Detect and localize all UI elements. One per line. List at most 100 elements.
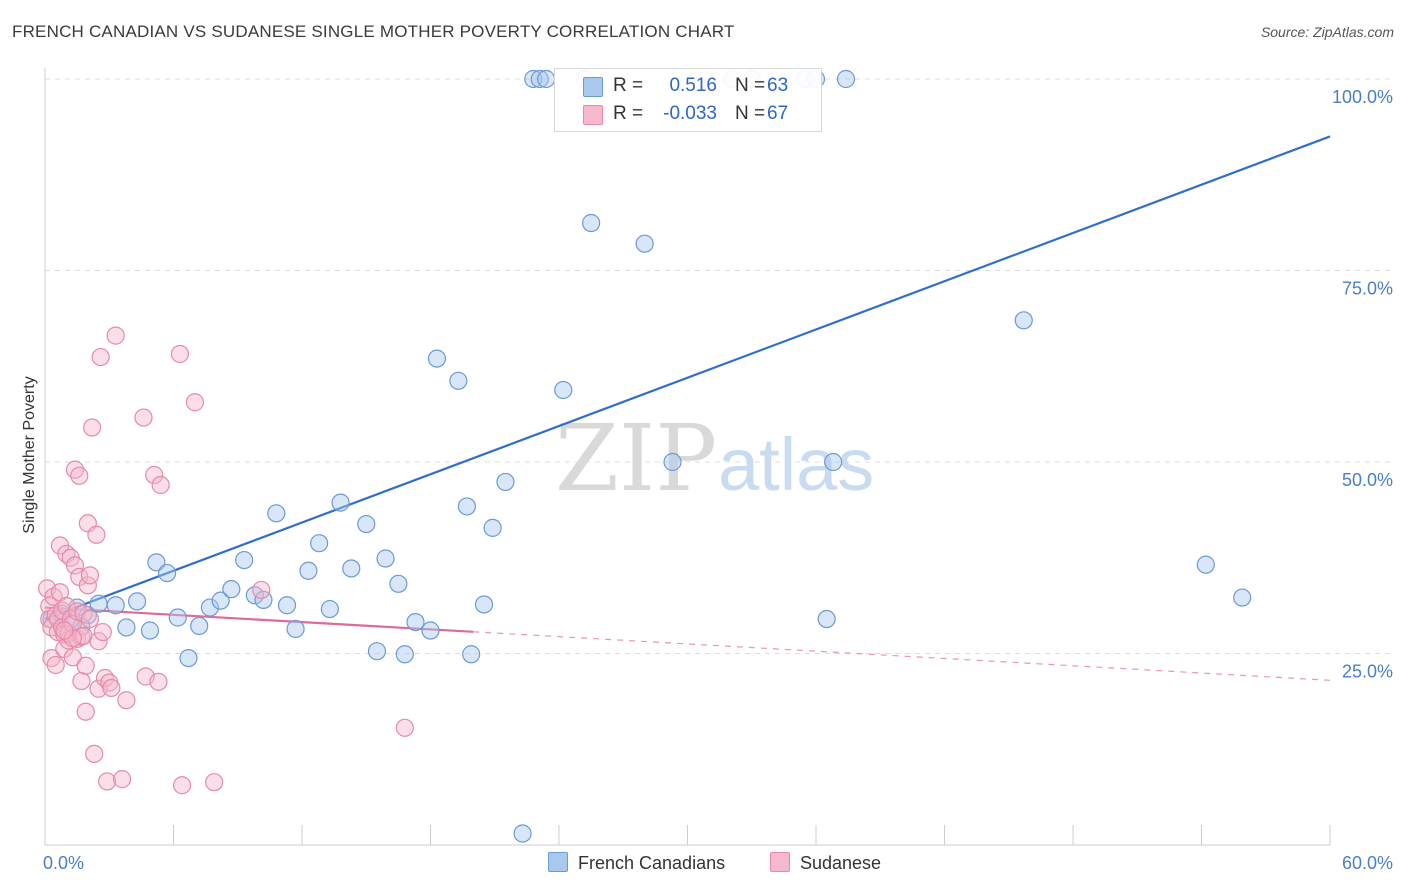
data-point-pink [185, 393, 205, 412]
data-point-blue [357, 514, 376, 534]
data-point-blue [147, 553, 166, 572]
data-point-pink [172, 776, 192, 795]
data-point-pink [44, 587, 63, 606]
data-point-blue [462, 645, 481, 664]
data-point-pink [106, 326, 125, 345]
data-point-blue [117, 618, 136, 637]
legend-n-value: 67 [767, 103, 789, 124]
data-point-blue [1233, 588, 1252, 607]
data-point-blue [127, 592, 147, 611]
data-point-blue [395, 645, 414, 664]
watermark: ZIP atlas [555, 405, 874, 512]
bottom-legend-label: Sudanese [800, 853, 882, 873]
data-point-pink [93, 622, 112, 642]
data-point-blue [554, 380, 573, 400]
y-tick-label: 50.0% [1342, 470, 1393, 490]
data-point-blue [1196, 555, 1215, 574]
legend-swatch-blue [583, 77, 603, 97]
data-point-blue [513, 824, 532, 843]
data-point-blue [824, 452, 843, 472]
data-point-pink [102, 678, 121, 698]
data-point-blue [457, 497, 477, 516]
y-tick-label: 75.0% [1342, 279, 1393, 299]
bottom-legend-sudanese: Sudanese [770, 852, 881, 874]
data-point-blue [190, 616, 209, 636]
data-point-pink [55, 621, 74, 640]
data-point-pink [76, 702, 95, 721]
data-point-pink [87, 525, 106, 544]
data-point-blue [389, 574, 408, 593]
data-point-pink [80, 566, 100, 585]
data-point-pink [83, 418, 102, 437]
data-point-blue [310, 534, 329, 553]
data-point-blue [663, 452, 682, 472]
data-point-blue [286, 619, 305, 639]
data-point-pink [91, 347, 110, 367]
y-tick-label: 100.0% [1332, 87, 1393, 107]
y-tick-label: 25.0% [1342, 662, 1393, 682]
legend-r-label: R = [613, 75, 644, 96]
trend-line-blue [44, 135, 1331, 621]
trend-layer [44, 135, 1331, 681]
data-point-pink [149, 672, 168, 691]
data-point-pink [80, 609, 100, 629]
data-point-blue [496, 472, 515, 492]
trend-line-extension-pink [473, 631, 1331, 681]
legend-row-sudanese: R = -0.033 N = 67 [555, 99, 821, 129]
data-point-pink [252, 580, 271, 600]
data-point-blue [530, 69, 549, 89]
axis-layer: 25.0% 50.0% 75.0% 100.0% [44, 68, 1393, 846]
data-point-blue [483, 518, 502, 537]
trend-line-pink [44, 606, 474, 633]
data-point-blue [267, 504, 286, 523]
data-point-blue [817, 609, 836, 629]
data-point-blue [427, 349, 447, 368]
data-point-blue [89, 594, 108, 613]
data-point-blue [342, 559, 361, 578]
watermark-zip: ZIP [555, 405, 717, 512]
data-point-blue [449, 371, 468, 390]
data-point-blue [537, 69, 556, 89]
data-point-pink [89, 632, 108, 651]
data-point-pink [70, 466, 89, 485]
legend-r-label: R = [613, 103, 644, 124]
data-point-pink [65, 556, 85, 575]
bottom-legend-french-canadians: French Canadians [548, 852, 725, 874]
data-point-blue [222, 580, 241, 599]
watermark-atlas: atlas [718, 423, 874, 506]
data-point-pink [395, 718, 414, 737]
data-point-blue [140, 621, 160, 640]
data-point-blue [635, 234, 654, 253]
data-point-pink [151, 475, 170, 495]
legend-n-label: N = [735, 103, 766, 124]
data-point-pink [89, 679, 108, 698]
chart-source: Source: ZipAtlas.com [1260, 24, 1394, 40]
correlation-legend: R = 0.516 N = 63 R = -0.033 N = 67 [554, 68, 822, 132]
y-axis-label: Single Mother Poverty [21, 376, 38, 533]
legend-r-value: -0.033 [663, 103, 717, 124]
data-point-blue [200, 598, 220, 617]
data-point-blue [524, 69, 543, 89]
data-point-pink [98, 772, 117, 791]
data-point-pink [117, 691, 136, 710]
data-point-blue [106, 596, 125, 615]
data-point-pink [76, 656, 95, 675]
legend-n-value: 63 [767, 75, 789, 96]
data-point-pink [72, 671, 91, 691]
data-point-pink [63, 648, 82, 667]
grid-layer [45, 78, 1390, 654]
data-point-blue [211, 591, 230, 610]
chart-title: FRENCH CANADIAN VS SUDANESE SINGLE MOTHE… [12, 22, 735, 41]
data-point-blue [836, 69, 856, 89]
data-point-pink [145, 465, 164, 485]
x-tick-min: 0.0% [43, 853, 84, 873]
data-point-blue [299, 561, 318, 580]
legend-row-french-canadians: R = 0.516 N = 63 [555, 71, 821, 101]
data-point-blue [1014, 311, 1033, 330]
data-point-blue [235, 550, 254, 570]
data-point-blue [474, 595, 494, 614]
data-point-pink [170, 344, 190, 364]
data-point-pink [46, 655, 65, 675]
legend-swatch-pink [583, 105, 603, 125]
